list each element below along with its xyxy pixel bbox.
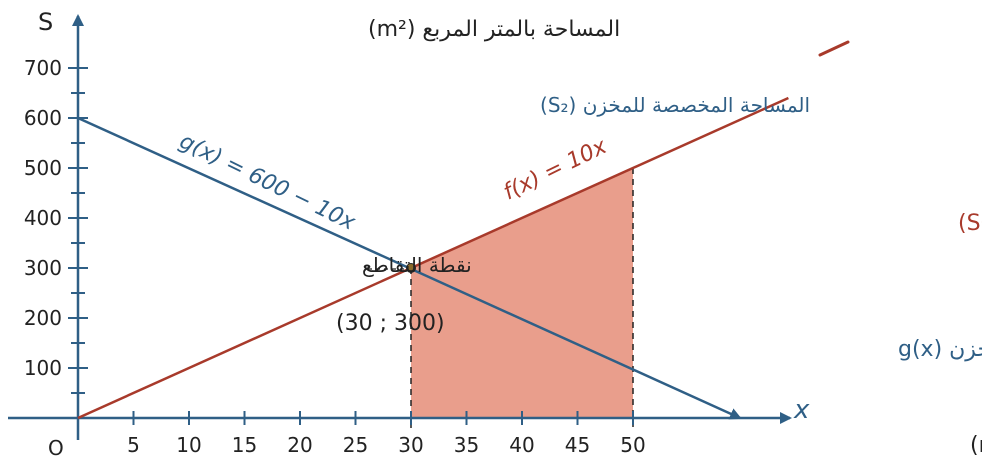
x-tick-label: 20 (287, 433, 312, 457)
x-tick-label: 15 (232, 433, 257, 457)
g-formula-label: g(x) = 600 − 10x (175, 129, 359, 236)
x-axis-symbol: x (793, 395, 810, 425)
y-axis-title: المساحة بالمتر المربع (m²) (368, 17, 620, 42)
y-axis-symbol: S (38, 8, 53, 36)
shaded-area-s1 (411, 168, 633, 418)
intersection-coordinates: (30 ; 300) (336, 311, 445, 336)
g-short-annotation: المساحة بلخزن g(x) (898, 337, 982, 362)
pen-mark-icon (818, 40, 850, 57)
x-tick-label: 40 (509, 433, 534, 457)
s2-annotation: المساحة المخصصة للمخزن (S₂) (540, 93, 810, 117)
y-tick-label: 600 (24, 106, 62, 130)
x-tick-label: 45 (565, 433, 590, 457)
y-tick-label: 700 (24, 56, 62, 80)
y-tick-label: 300 (24, 256, 62, 280)
x-tick-label: 5 (127, 433, 140, 457)
x-tick-label: 35 (454, 433, 479, 457)
x-tick-label: 10 (176, 433, 201, 457)
origin-label: O (48, 436, 64, 460)
y-tick-label: 400 (24, 206, 62, 230)
intersection-point (406, 263, 416, 273)
y-ticks: 100 200 300 400 500 600 700 (24, 56, 88, 394)
y-tick-label: 500 (24, 156, 62, 180)
x-axis-title: المسافة بالامتار (m) (970, 433, 982, 458)
x-tick-label: 30 (398, 433, 423, 457)
s1-annotation: المساحة المخصصة للماشية (S₁) (958, 211, 982, 236)
series-f-line (77, 96, 789, 420)
y-tick-label: 100 (24, 356, 62, 380)
x-tick-label: 25 (343, 433, 368, 457)
y-tick-label: 200 (24, 306, 62, 330)
x-ticks: 5 10 15 20 25 30 35 40 45 50 (127, 411, 646, 457)
x-tick-label: 50 (620, 433, 645, 457)
intersection-name: نقطة التقاطع (362, 253, 472, 277)
